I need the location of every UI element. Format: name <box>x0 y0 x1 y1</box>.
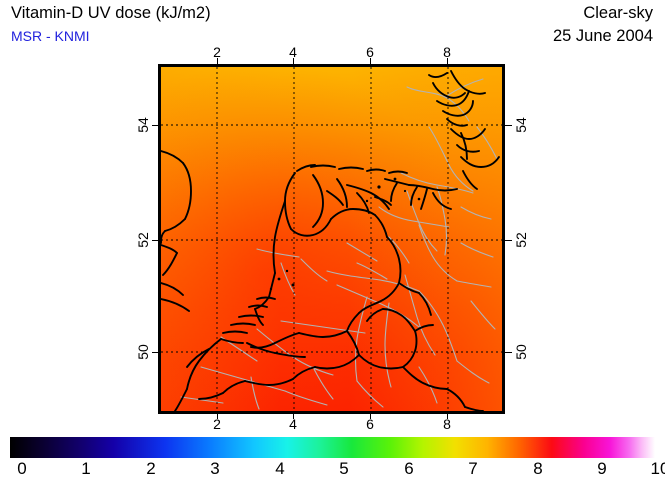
tickmark-left-52 <box>152 240 159 241</box>
xtick-top-4: 8 <box>443 44 451 60</box>
cbar-label-9: 9 <box>597 459 607 478</box>
page-title: Vitamin-D UV dose (kJ/m2) <box>11 4 211 22</box>
xtick-bottom-4: 8 <box>443 416 451 432</box>
tickmark-top-2 <box>217 58 218 65</box>
tickmark-bottom-6 <box>370 412 371 419</box>
tickmark-top-6 <box>370 58 371 65</box>
cbar-label-10: 10 <box>650 459 665 478</box>
tickmark-right-54 <box>505 125 512 126</box>
colorbar-gradient <box>10 437 655 458</box>
xtick-top-3: 6 <box>366 44 374 60</box>
uv-dose-field <box>161 67 502 411</box>
tickmark-right-52 <box>505 240 512 241</box>
date-label: 25 June 2004 <box>552 27 653 45</box>
colorbar-tick-labels: 0 1 2 3 4 5 6 7 8 9 10 <box>10 459 665 480</box>
xtick-bottom-3: 6 <box>366 416 374 432</box>
tickmark-bottom-4 <box>293 412 294 419</box>
ytick-left-2: 52 <box>135 232 151 248</box>
colorbar <box>10 437 655 458</box>
coastlines-and-borders <box>161 70 500 411</box>
ytick-left-1: 54 <box>135 117 151 133</box>
tickmark-bottom-8 <box>447 412 448 419</box>
tickmark-top-8 <box>447 58 448 65</box>
cbar-label-3: 3 <box>210 459 220 478</box>
source-label: MSR - KNMI <box>11 28 90 44</box>
xtick-top-1: 2 <box>213 44 221 60</box>
ytick-right-2: 52 <box>513 232 529 248</box>
cbar-label-4: 4 <box>275 459 285 478</box>
cbar-label-6: 6 <box>404 459 414 478</box>
cbar-label-7: 7 <box>468 459 478 478</box>
tickmark-top-4 <box>293 58 294 65</box>
condition-label: Clear-sky <box>583 4 653 22</box>
ytick-right-3: 50 <box>513 344 529 360</box>
cbar-label-8: 8 <box>533 459 543 478</box>
xtick-bottom-2: 4 <box>289 416 297 432</box>
graticule <box>161 67 502 411</box>
tickmark-bottom-2 <box>217 412 218 419</box>
xtick-top-2: 4 <box>289 44 297 60</box>
tickmark-left-50 <box>152 352 159 353</box>
tickmark-right-50 <box>505 352 512 353</box>
cbar-label-0: 0 <box>17 459 27 478</box>
map-plot-area <box>158 64 505 414</box>
xtick-bottom-1: 2 <box>213 416 221 432</box>
cbar-label-1: 1 <box>81 459 91 478</box>
ytick-left-3: 50 <box>135 344 151 360</box>
cbar-label-2: 2 <box>146 459 156 478</box>
cbar-label-5: 5 <box>339 459 349 478</box>
ytick-right-1: 54 <box>513 117 529 133</box>
tickmark-left-54 <box>152 125 159 126</box>
rivers-and-internal-borders <box>180 78 498 410</box>
map-overlay <box>161 67 502 411</box>
